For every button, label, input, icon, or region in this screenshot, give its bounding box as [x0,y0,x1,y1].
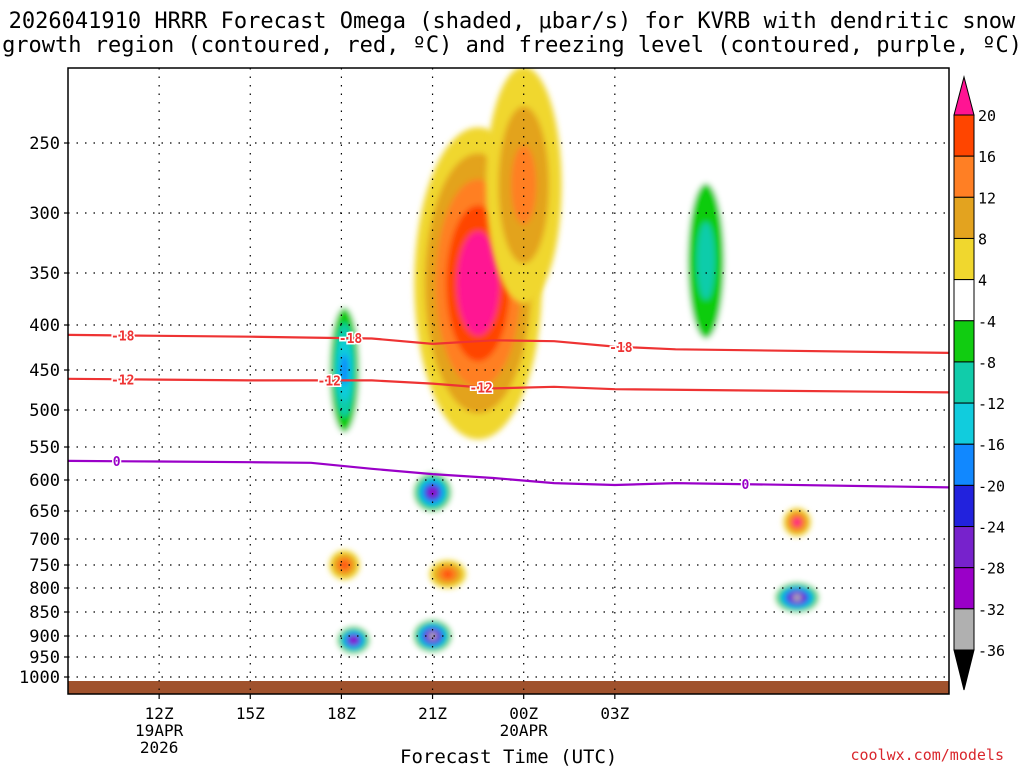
y-axis: 250 300 350 400 450 500 550 600 650 700 750 800 850 9… [19,134,68,688]
colorbar-box [953,361,975,404]
omega-level--32 [428,488,437,497]
contour-label: -18 [339,332,363,347]
omega-shading [326,68,822,656]
chart-title-line2: growth region (contoured, red, ºC) and f… [2,33,1022,58]
colorbar-label: 12 [978,189,996,207]
colorbar-box [953,320,975,363]
omega-feature-descent [678,144,734,378]
y-tick-label: 550 [29,438,60,458]
colorbar-box [953,237,975,281]
contour-label: 0 [113,455,121,470]
y-tick-label: 950 [29,648,60,668]
colorbar-box [953,608,975,651]
x-tick-sublabel: 19APR [135,721,184,740]
x-tick-year: 2026 [140,738,179,757]
omega-level-12 [511,145,537,225]
omega-level--36 [428,632,437,640]
colorbar-box [953,402,975,445]
omega-level-16 [443,570,453,579]
colorbar-label: -32 [978,601,1005,619]
omega-level--20 [340,354,349,386]
contour-label: -12 [469,381,492,396]
omega-feature-ascent [783,508,811,537]
colorbar-box [953,484,975,528]
x-tick-label: 18Z [327,704,356,723]
colorbar-box [953,114,975,157]
x-tick-label: 03Z [600,704,629,723]
omega-level--36 [793,593,802,602]
y-tick-label: 500 [29,401,60,421]
colorbar-box [953,443,975,486]
contour-label: 0 [742,478,750,493]
omega-level-20 [793,518,802,527]
omega-level-24 [467,257,489,310]
x-tick-label: 15Z [236,704,265,723]
colorbar-box [953,567,975,610]
y-tick-label: 450 [29,361,60,381]
x-tick-label: 21Z [418,704,447,723]
y-tick-label: 350 [29,264,60,284]
contour-label: -12 [111,373,134,388]
colorbar-box [953,196,975,239]
y-tick-label: 300 [29,204,60,224]
y-tick-label: 900 [29,627,60,647]
colorbar-label: -4 [978,313,996,331]
terrain-ground [68,681,949,694]
colorbar-label: 16 [978,148,996,166]
colorbar-label: -24 [978,519,1005,537]
x-tick-label: 00Z [509,704,538,723]
y-tick-label: 1000 [19,668,60,688]
x-axis-label: Forecast Time (UTC) [400,746,618,768]
omega-feature-descent [411,470,454,515]
colorbar-box [953,526,975,569]
omega-feature-descent [411,618,454,654]
omega-level-16 [340,561,349,569]
chart-title-line1: 2026041910 HRRR Forecast Omega (shaded, … [8,9,1016,34]
omega-level--12 [696,222,716,300]
omega-level--32 [349,636,358,645]
y-tick-label: 750 [29,556,60,576]
y-tick-label: 250 [29,134,60,154]
contour-label: -18 [111,329,135,344]
omega-feature-ascent [329,550,360,580]
colorbar-box [953,279,975,322]
contour-label: -12 [318,374,341,389]
colorbar-label: -16 [978,436,1005,454]
temperature-contours: -18 -18 -18 -12 -12 -12 0 0 [68,328,949,495]
colorbar-label: 20 [978,107,996,125]
colorbar-label: -36 [978,642,1005,660]
x-tick-sublabel: 20APR [500,721,549,740]
omega-feature-ascent [429,560,466,589]
colorbar-label: -8 [978,354,996,372]
colorbar-label: -20 [978,477,1005,495]
colorbar-label: 8 [978,230,987,248]
colorbar-box [953,155,975,198]
contour-dendritic-bottom [68,377,949,394]
y-tick-label: 650 [29,502,60,522]
y-tick-label: 850 [29,603,60,623]
colorbar-label: -28 [978,560,1005,578]
plot-frame [67,67,950,695]
source-credit: coolwx.com/models [850,746,1004,764]
y-tick-label: 400 [29,316,60,336]
colorbar-top-arrow [953,75,975,116]
omega-feature-ascent [485,68,562,304]
colorbar-bottom-arrow [953,649,975,691]
contour-freezing-level [68,459,949,489]
omega-feature-descent [335,624,372,656]
contour-label: -18 [609,341,633,356]
y-tick-label: 600 [29,471,60,491]
contour-dendritic-top [68,333,949,354]
colorbar: 20 16 12 8 4 -4 -8 -12 -16 -20 -24 -28 -32 -36 [953,75,1005,691]
x-tick-label: 12Z [145,704,174,723]
colorbar-label: -12 [978,395,1005,413]
colorbar-label: 4 [978,272,987,290]
y-tick-label: 800 [29,579,60,599]
omega-feature-descent [772,580,822,615]
y-tick-label: 700 [29,530,60,550]
